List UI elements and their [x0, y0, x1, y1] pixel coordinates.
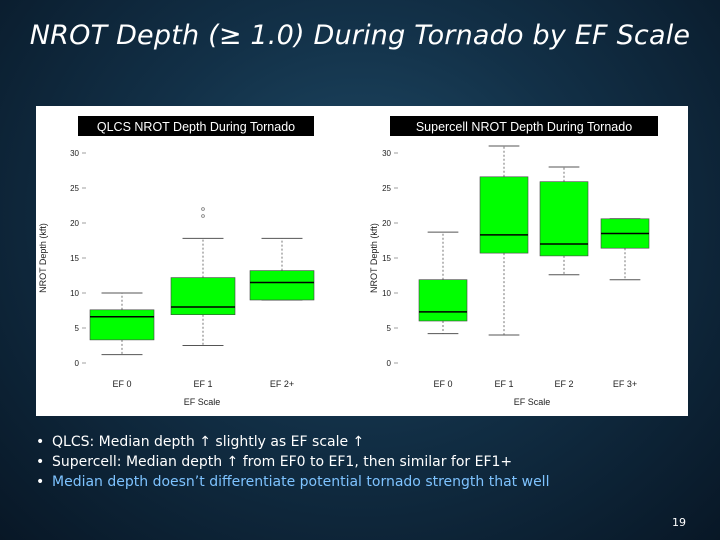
y-tick-label-1: 5 [387, 324, 392, 333]
chart-header-bar-1 [390, 116, 658, 136]
x-tick-label-0-2: EF 2+ [270, 379, 294, 389]
chart-title-0: QLCS NROT Depth During Tornado [97, 120, 295, 134]
x-axis-label-1: EF Scale [514, 397, 551, 407]
box-0-1 [170, 277, 236, 316]
box-1-1 [479, 176, 529, 254]
y-tick-label-1: 25 [382, 184, 391, 193]
x-tick-label-0-1: EF 1 [193, 379, 212, 389]
page-number: 19 [672, 516, 686, 529]
bullet-median-depth: Median depth doesn’t differentiate poten… [36, 472, 696, 492]
y-axis-label-1: NROT Depth (kft) [369, 223, 379, 293]
outlier-0-1 [201, 207, 205, 211]
slide-title: NROT Depth (≥ 1.0) During Tornado by EF … [29, 20, 691, 51]
y-axis-label-0: NROT Depth (kft) [38, 223, 48, 293]
x-tick-label-1-0: EF 0 [433, 379, 452, 389]
outlier-0-1 [201, 214, 205, 218]
x-axis-label-0: EF Scale [184, 397, 221, 407]
chart-title-1: Supercell NROT Depth During Tornado [416, 120, 632, 134]
y-tick-label-1: 15 [382, 254, 391, 263]
y-tick-label-0: 15 [70, 254, 79, 263]
x-tick-label-0-0: EF 0 [112, 379, 131, 389]
bullet-supercell: Supercell: Median depth ↑ from EF0 to EF… [36, 452, 696, 472]
chart-header-bar-0 [78, 116, 314, 136]
y-tick-label-0: 20 [70, 219, 79, 228]
box-1-2 [539, 181, 589, 257]
x-tick-label-1-1: EF 1 [494, 379, 513, 389]
y-tick-label-0: 5 [75, 324, 80, 333]
y-tick-label-1: 0 [387, 359, 392, 368]
bullet-qlcs: QLCS: Median depth ↑ slightly as EF scal… [36, 432, 696, 452]
y-tick-label-1: 30 [382, 149, 391, 158]
y-tick-label-1: 20 [382, 219, 391, 228]
x-tick-label-1-2: EF 2 [554, 379, 573, 389]
y-tick-label-0: 10 [70, 289, 79, 298]
box-0-2 [249, 270, 315, 301]
y-tick-label-0: 0 [75, 359, 80, 368]
y-tick-label-1: 10 [382, 289, 391, 298]
charts-panel: QLCS NROT Depth During Tornado 0 5 10 15 20 25… [36, 106, 688, 416]
box-plots: QLCS NROT Depth During Tornado 0 5 10 15 20 25… [38, 116, 658, 407]
box-1-0 [418, 279, 468, 322]
x-tick-label-1-3: EF 3+ [613, 379, 637, 389]
box-0-0 [89, 309, 155, 341]
y-tick-label-0: 30 [70, 149, 79, 158]
bullet-list: QLCS: Median depth ↑ slightly as EF scal… [36, 432, 696, 492]
y-tick-label-0: 25 [70, 184, 79, 193]
